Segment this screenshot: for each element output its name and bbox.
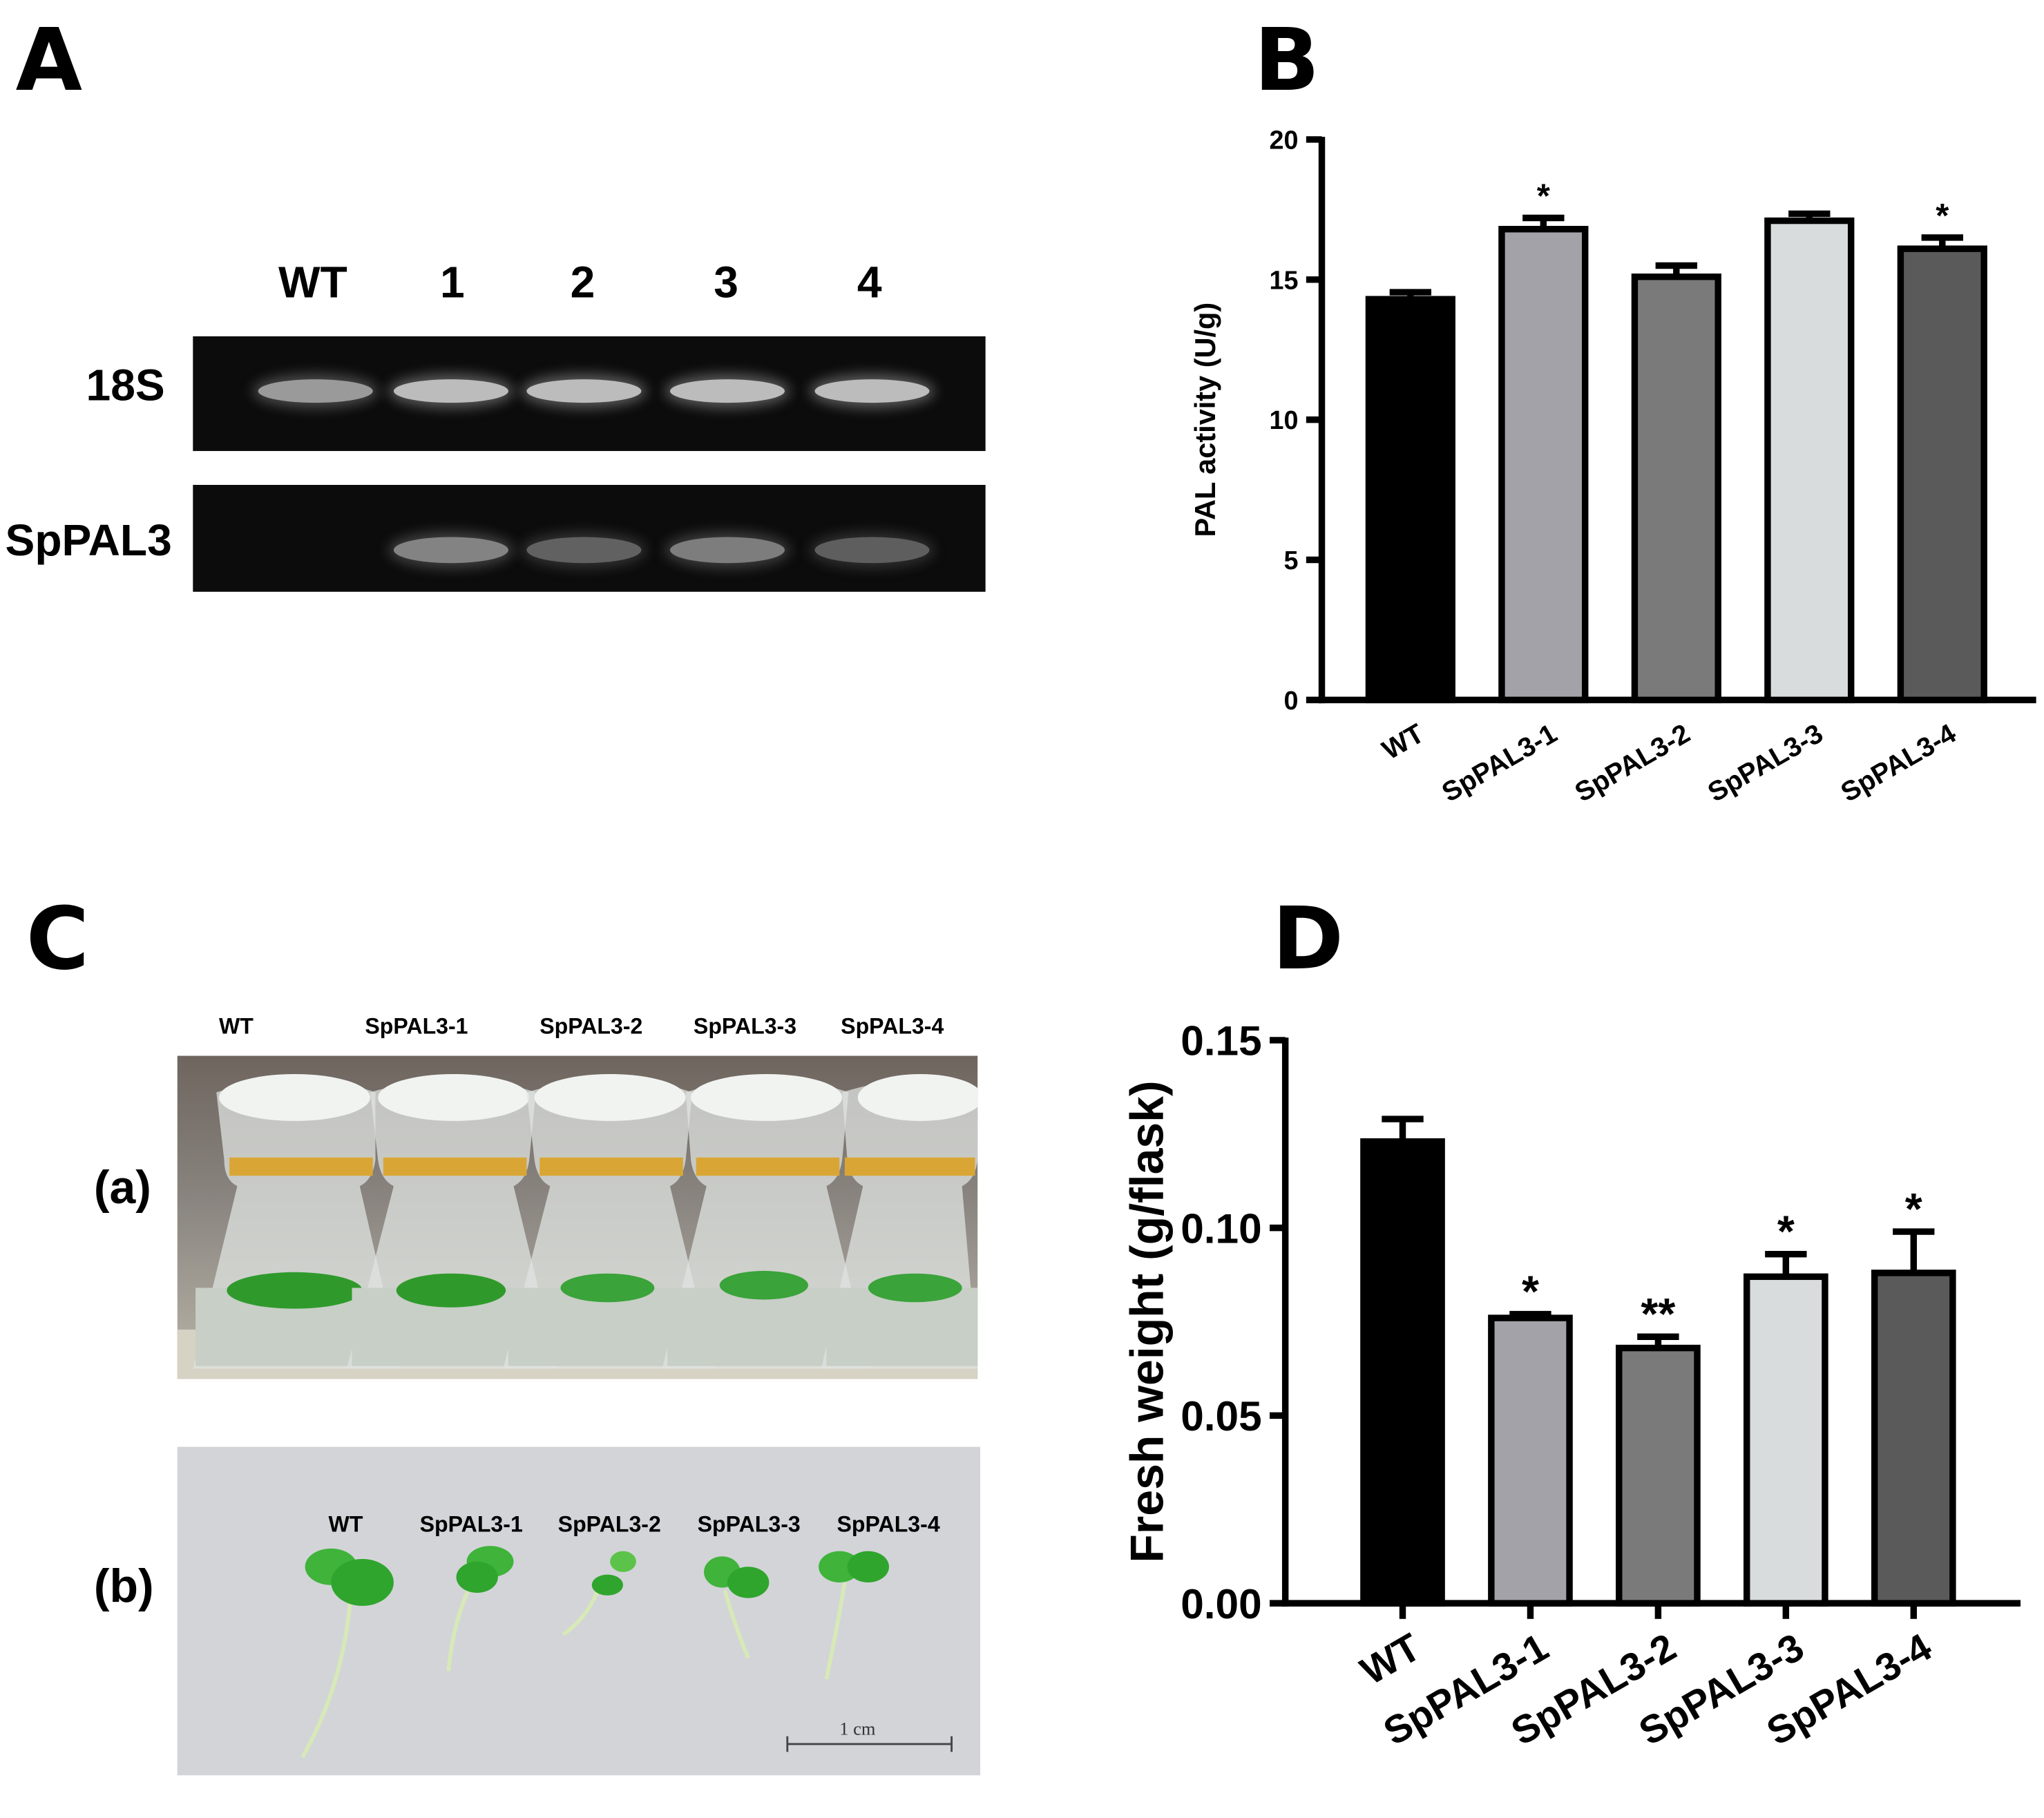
row-label-sppal3: SpPAL3 <box>5 516 172 566</box>
flask-label-sppal3-3: SpPAL3-3 <box>693 1014 797 1040</box>
row-label-18s: 18S <box>86 361 165 411</box>
lane-label-3: 3 <box>714 258 738 308</box>
significance-label: * <box>1537 178 1551 215</box>
y-tick-label: 0.15 <box>1181 1017 1262 1064</box>
scale-bar-label: 1 cm <box>839 1720 876 1741</box>
bar <box>1360 1138 1445 1607</box>
y-tick-label: 0.00 <box>1181 1580 1262 1627</box>
bar <box>1616 1344 1701 1607</box>
panel-letter-b: B <box>1254 10 1320 111</box>
seedling-sppal3-2 <box>562 1551 636 1636</box>
x-tick-label: WT <box>1377 718 1429 766</box>
flask-label-sppal3-2: SpPAL3-2 <box>539 1014 643 1040</box>
x-tick-label: SpPAL3-4 <box>1835 718 1960 808</box>
seedling-label-wt: WT <box>328 1512 363 1537</box>
seedling-label-sppal3-2: SpPAL3-2 <box>557 1512 661 1537</box>
x-tick-label: WT <box>1353 1625 1428 1693</box>
seedlings <box>300 1546 953 1759</box>
y-tick-label: 15 <box>1270 265 1299 294</box>
lane-label-wt: WT <box>278 258 347 308</box>
gel-band <box>669 379 785 403</box>
x-tick-label: SpPAL3-3 <box>1703 718 1828 808</box>
seedling-photo: WT SpPAL3-1 SpPAL3-2 SpPAL3-3 SpPAL3-4 1… <box>177 1446 981 1776</box>
scale-bar <box>786 1736 953 1752</box>
bar <box>1897 245 1987 704</box>
flask-label-sppal3-4: SpPAL3-4 <box>841 1014 944 1040</box>
y-tick-label: 0.05 <box>1181 1393 1262 1439</box>
x-tick-label: SpPAL3-1 <box>1437 718 1562 808</box>
gel-image-sppal3 <box>193 485 986 592</box>
y-tick-label: 5 <box>1284 546 1299 575</box>
lane-label-1: 1 <box>439 258 465 308</box>
significance-label: * <box>1905 1184 1922 1234</box>
flask-photo <box>177 1055 978 1379</box>
x-tick-label: SpPAL3-2 <box>1569 718 1694 808</box>
flask-wt <box>193 1073 402 1369</box>
panel-letter-c: C <box>26 889 90 990</box>
flask-label-wt: WT <box>219 1014 254 1040</box>
bar <box>1743 1273 1828 1607</box>
gel-band <box>393 537 508 564</box>
bar <box>1764 217 1855 704</box>
seedling-wt <box>300 1548 394 1759</box>
bar <box>1631 274 1721 704</box>
panel-letter-a: A <box>15 10 83 111</box>
significance-label: ** <box>1641 1289 1675 1339</box>
bar <box>1488 1314 1573 1607</box>
gel-band <box>526 379 642 403</box>
panel-letter-d: D <box>1272 889 1344 990</box>
gel-band <box>814 379 930 403</box>
gel-band <box>393 379 508 403</box>
bar <box>1871 1270 1956 1607</box>
seedling-label-sppal3-3: SpPAL3-3 <box>697 1512 801 1537</box>
significance-label: * <box>1936 198 1949 235</box>
flask-sppal3-1 <box>346 1073 558 1369</box>
seedling-sppal3-4 <box>819 1551 890 1680</box>
seedling-sppal3-3 <box>704 1556 770 1659</box>
flask-label-sppal3-1: SpPAL3-1 <box>365 1014 468 1040</box>
lane-label-2: 2 <box>570 258 595 308</box>
y-tick-label: 0 <box>1284 686 1299 715</box>
lane-label-4: 4 <box>857 258 882 308</box>
significance-label: * <box>1777 1206 1795 1256</box>
bar <box>1498 226 1589 704</box>
y-tick-label: 0.10 <box>1181 1205 1262 1252</box>
y-tick-label: 10 <box>1270 405 1299 434</box>
flask-sppal3-2 <box>503 1073 715 1369</box>
gel-band <box>669 537 785 564</box>
sub-label-b: (b) <box>93 1558 154 1613</box>
seedling-label-sppal3-1: SpPAL3-1 <box>419 1512 523 1537</box>
significance-label: * <box>1522 1266 1539 1316</box>
gel-band <box>814 537 930 564</box>
seedling-label-sppal3-4: SpPAL3-4 <box>837 1512 940 1537</box>
gel-band <box>258 379 373 403</box>
y-axis-label: PAL activity (U/g) <box>1189 303 1221 537</box>
y-axis-label: Fresh weight (g/flask) <box>1121 1080 1173 1562</box>
flask-sppal3-4 <box>821 1073 978 1369</box>
gel-band <box>526 537 642 564</box>
bar <box>1365 296 1455 704</box>
seedling-sppal3-1 <box>446 1546 514 1672</box>
y-tick-label: 20 <box>1270 126 1299 155</box>
gel-image-18s <box>193 336 986 451</box>
sub-label-a: (a) <box>93 1160 151 1214</box>
